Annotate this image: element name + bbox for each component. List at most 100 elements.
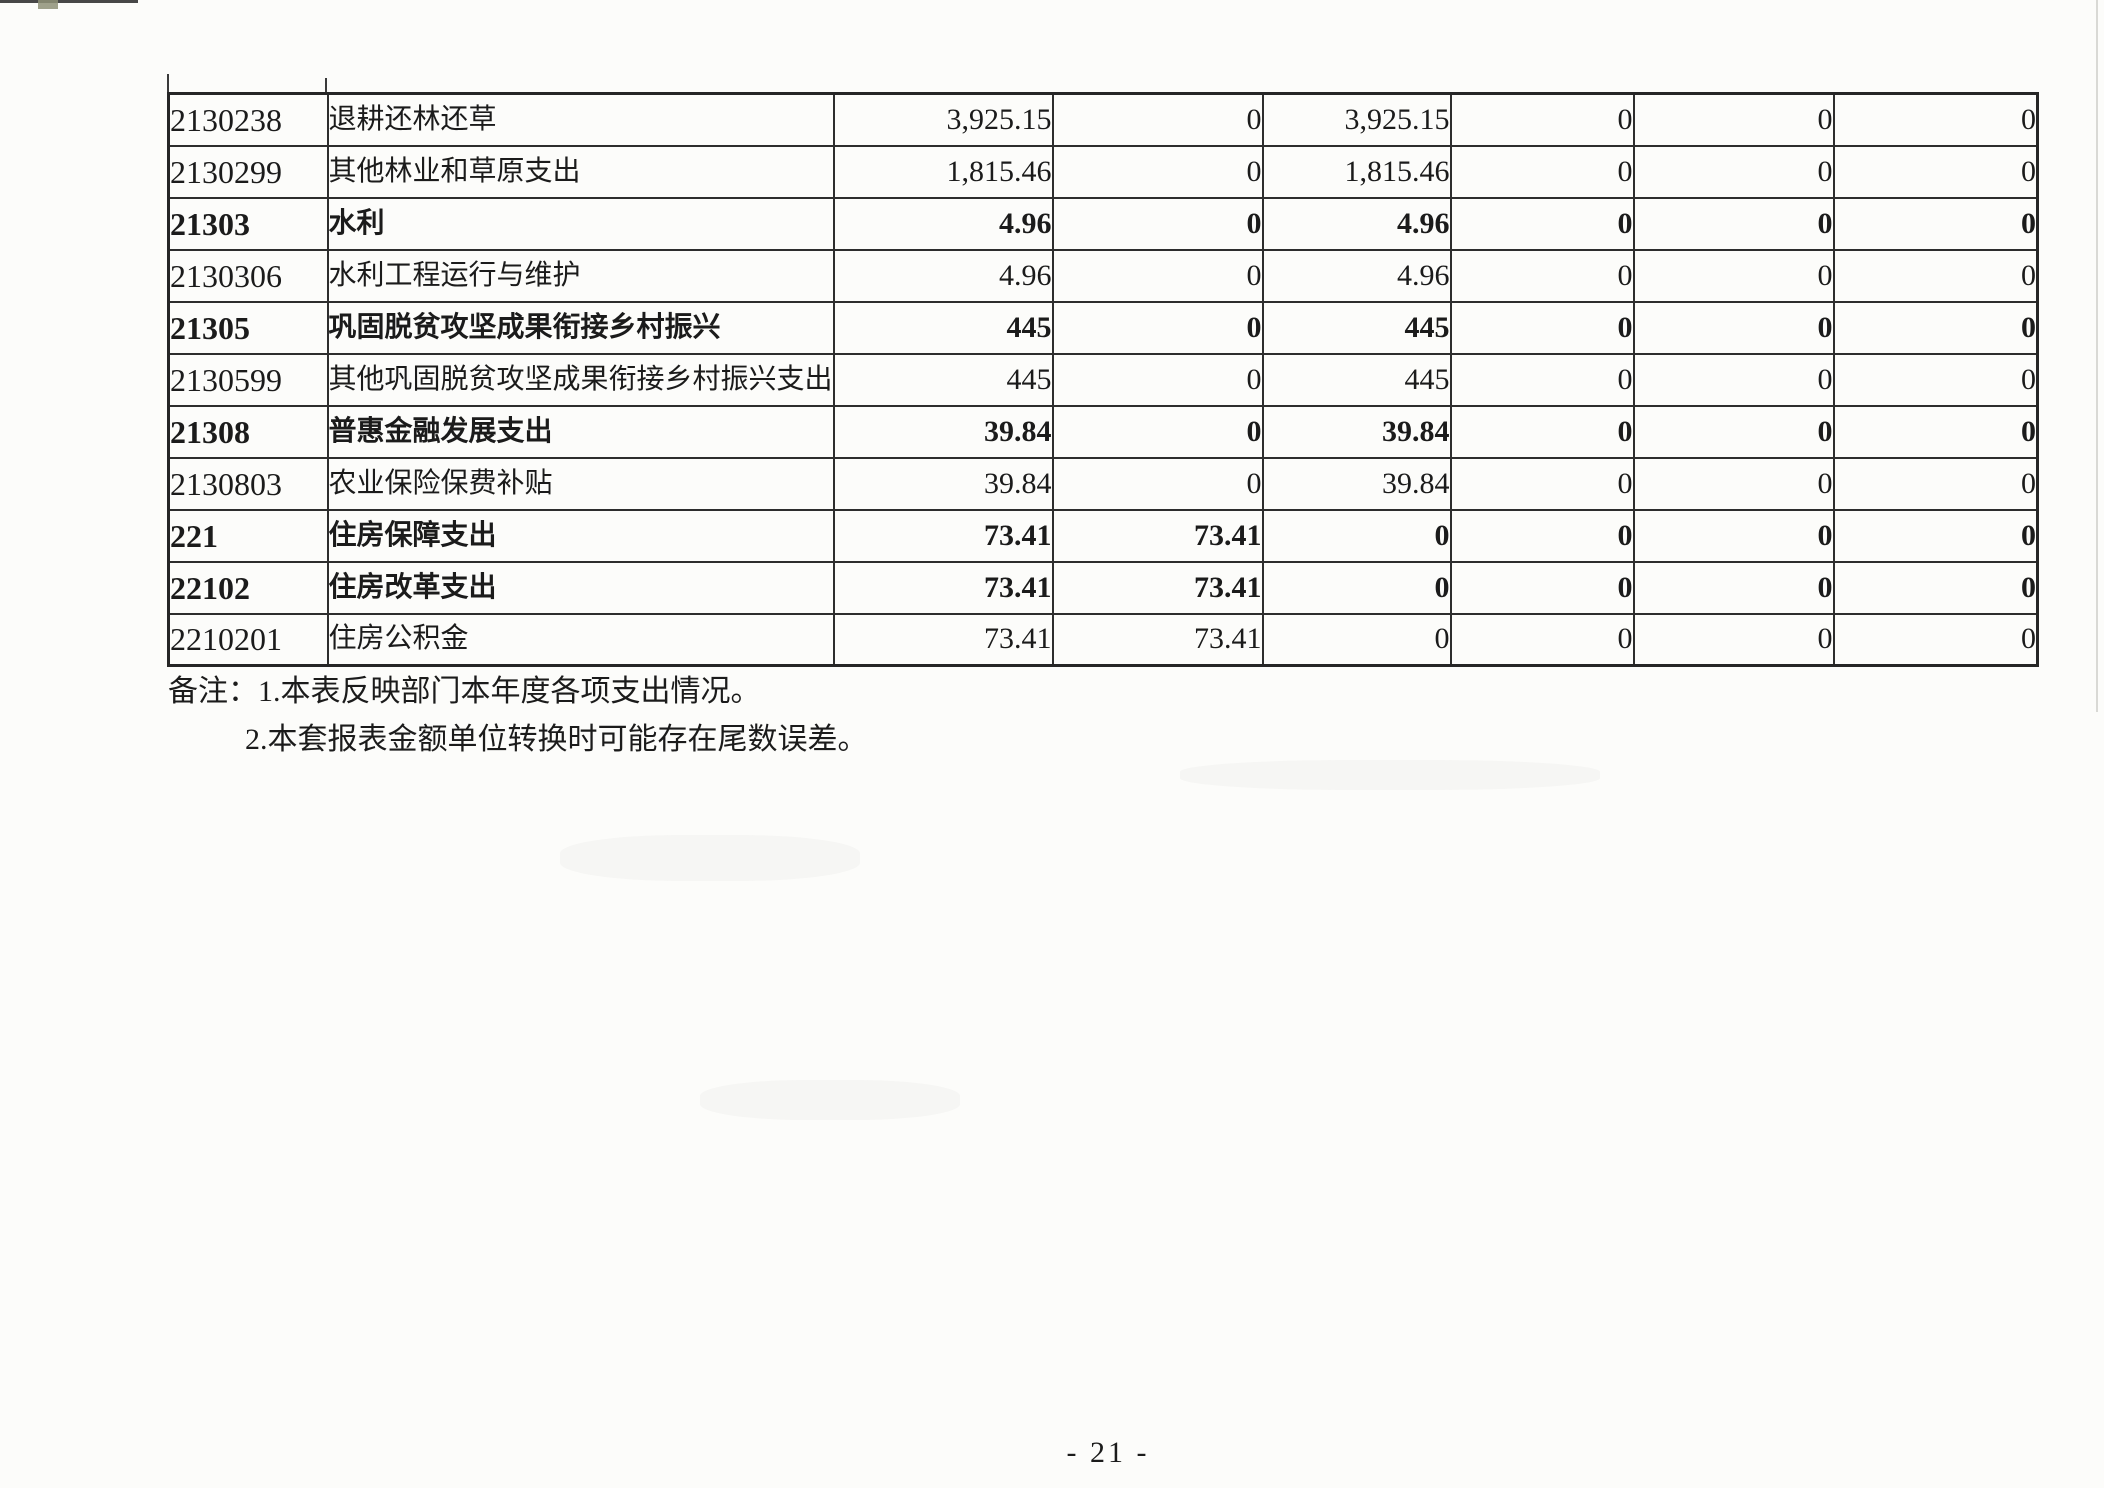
cell-value-3: 0 xyxy=(1261,612,1452,667)
table-row: 2130803 农业保险保费补贴 39.84 0 39.84 0 0 0 xyxy=(167,456,2039,511)
cell-value-1: 4.96 xyxy=(832,196,1054,251)
cell-name: 其他林业和草原支出 xyxy=(326,144,835,199)
cell-value-2: 0 xyxy=(1051,352,1264,407)
scan-artifact-top-strip xyxy=(0,0,138,3)
table-row: 21303 水利 4.96 0 4.96 0 0 0 xyxy=(167,196,2039,251)
cell-value-3: 445 xyxy=(1261,300,1452,355)
cell-value-6: 0 xyxy=(1832,404,2039,459)
cell-value-2: 0 xyxy=(1051,144,1264,199)
cell-value-6: 0 xyxy=(1832,92,2039,147)
cell-code: 2210201 xyxy=(167,612,329,667)
cell-value-5: 0 xyxy=(1632,404,1835,459)
table-gridline-stub xyxy=(167,74,169,94)
cell-value-4: 0 xyxy=(1449,300,1635,355)
cell-value-2: 73.41 xyxy=(1051,560,1264,615)
cell-value-3: 4.96 xyxy=(1261,248,1452,303)
cell-name: 住房改革支出 xyxy=(326,560,835,615)
table-gridline-stub xyxy=(325,78,327,94)
cell-code: 2130306 xyxy=(167,248,329,303)
cell-value-2: 0 xyxy=(1051,300,1264,355)
cell-value-4: 0 xyxy=(1449,612,1635,667)
cell-value-5: 0 xyxy=(1632,560,1835,615)
cell-value-5: 0 xyxy=(1632,196,1835,251)
cell-value-4: 0 xyxy=(1449,560,1635,615)
cell-code: 22102 xyxy=(167,560,329,615)
cell-value-4: 0 xyxy=(1449,352,1635,407)
cell-value-3: 3,925.15 xyxy=(1261,92,1452,147)
cell-name: 巩固脱贫攻坚成果衔接乡村振兴 xyxy=(326,300,835,355)
cell-code: 2130299 xyxy=(167,144,329,199)
cell-value-1: 445 xyxy=(832,352,1054,407)
cell-value-4: 0 xyxy=(1449,456,1635,511)
cell-name: 其他巩固脱贫攻坚成果衔接乡村振兴支出 xyxy=(326,352,835,407)
cell-name: 农业保险保费补贴 xyxy=(326,456,835,511)
cell-name: 水利工程运行与维护 xyxy=(326,248,835,303)
table-row: 22102 住房改革支出 73.41 73.41 0 0 0 0 xyxy=(167,560,2039,615)
table-footnotes: 备注：1.本表反映部门本年度各项支出情况。 2.本套报表金额单位转换时可能存在尾… xyxy=(168,672,868,760)
cell-value-2: 0 xyxy=(1051,404,1264,459)
cell-value-2: 0 xyxy=(1051,248,1264,303)
cell-name: 普惠金融发展支出 xyxy=(326,404,835,459)
cell-value-4: 0 xyxy=(1449,92,1635,147)
cell-value-1: 73.41 xyxy=(832,508,1054,563)
table-row: 2130599 其他巩固脱贫攻坚成果衔接乡村振兴支出 445 0 445 0 0 0 xyxy=(167,352,2039,407)
cell-value-5: 0 xyxy=(1632,508,1835,563)
cell-value-4: 0 xyxy=(1449,508,1635,563)
cell-name: 水利 xyxy=(326,196,835,251)
cell-value-4: 0 xyxy=(1449,144,1635,199)
table-row: 21305 巩固脱贫攻坚成果衔接乡村振兴 445 0 445 0 0 0 xyxy=(167,300,2039,355)
cell-code: 21308 xyxy=(167,404,329,459)
table-row: 2130238 退耕还林还草 3,925.15 0 3,925.15 0 0 0 xyxy=(167,92,2039,147)
cell-value-5: 0 xyxy=(1632,612,1835,667)
cell-value-6: 0 xyxy=(1832,612,2039,667)
cell-name: 退耕还林还草 xyxy=(326,92,835,147)
cell-code: 21305 xyxy=(167,300,329,355)
cell-value-5: 0 xyxy=(1632,456,1835,511)
cell-name: 住房公积金 xyxy=(326,612,835,667)
cell-value-2: 73.41 xyxy=(1051,612,1264,667)
cell-value-3: 39.84 xyxy=(1261,456,1452,511)
cell-value-5: 0 xyxy=(1632,300,1835,355)
cell-value-4: 0 xyxy=(1449,404,1635,459)
table-row: 21308 普惠金融发展支出 39.84 0 39.84 0 0 0 xyxy=(167,404,2039,459)
cell-code: 221 xyxy=(167,508,329,563)
cell-code: 21303 xyxy=(167,196,329,251)
cell-value-6: 0 xyxy=(1832,300,2039,355)
cell-code: 2130599 xyxy=(167,352,329,407)
expenditure-table-body: 2130238 退耕还林还草 3,925.15 0 3,925.15 0 0 0 2130299… xyxy=(167,92,2039,667)
scan-smudge xyxy=(1180,760,1600,790)
cell-value-6: 0 xyxy=(1832,352,2039,407)
footnote-1: 备注：1.本表反映部门本年度各项支出情况。 xyxy=(168,675,761,708)
footnote-2: 2.本套报表金额单位转换时可能存在尾数误差。 xyxy=(245,723,868,756)
cell-value-3: 4.96 xyxy=(1261,196,1452,251)
expenditure-table: 2130238 退耕还林还草 3,925.15 0 3,925.15 0 0 0 2130299… xyxy=(167,92,2040,667)
cell-value-5: 0 xyxy=(1632,92,1835,147)
cell-name: 住房保障支出 xyxy=(326,508,835,563)
cell-value-1: 39.84 xyxy=(832,404,1054,459)
cell-value-1: 73.41 xyxy=(832,560,1054,615)
cell-value-2: 0 xyxy=(1051,456,1264,511)
cell-value-1: 73.41 xyxy=(832,612,1054,667)
cell-value-2: 0 xyxy=(1051,92,1264,147)
page-number: - 21 - xyxy=(1066,1436,1150,1469)
cell-value-1: 3,925.15 xyxy=(832,92,1054,147)
scan-artifact-page-edge xyxy=(2096,0,2098,712)
cell-value-4: 0 xyxy=(1449,248,1635,303)
cell-value-1: 39.84 xyxy=(832,456,1054,511)
cell-value-2: 0 xyxy=(1051,196,1264,251)
cell-code: 2130238 xyxy=(167,92,329,147)
cell-value-3: 0 xyxy=(1261,508,1452,563)
cell-value-2: 73.41 xyxy=(1051,508,1264,563)
scan-artifact-olive-mark xyxy=(38,0,58,9)
cell-value-5: 0 xyxy=(1632,144,1835,199)
cell-value-6: 0 xyxy=(1832,560,2039,615)
cell-value-6: 0 xyxy=(1832,144,2039,199)
cell-value-6: 0 xyxy=(1832,508,2039,563)
cell-value-5: 0 xyxy=(1632,352,1835,407)
cell-value-3: 1,815.46 xyxy=(1261,144,1452,199)
table-row: 2130299 其他林业和草原支出 1,815.46 0 1,815.46 0 0 0 xyxy=(167,144,2039,199)
cell-value-6: 0 xyxy=(1832,248,2039,303)
cell-value-3: 445 xyxy=(1261,352,1452,407)
scan-smudge xyxy=(700,1080,960,1120)
table-row: 2210201 住房公积金 73.41 73.41 0 0 0 0 xyxy=(167,612,2039,667)
